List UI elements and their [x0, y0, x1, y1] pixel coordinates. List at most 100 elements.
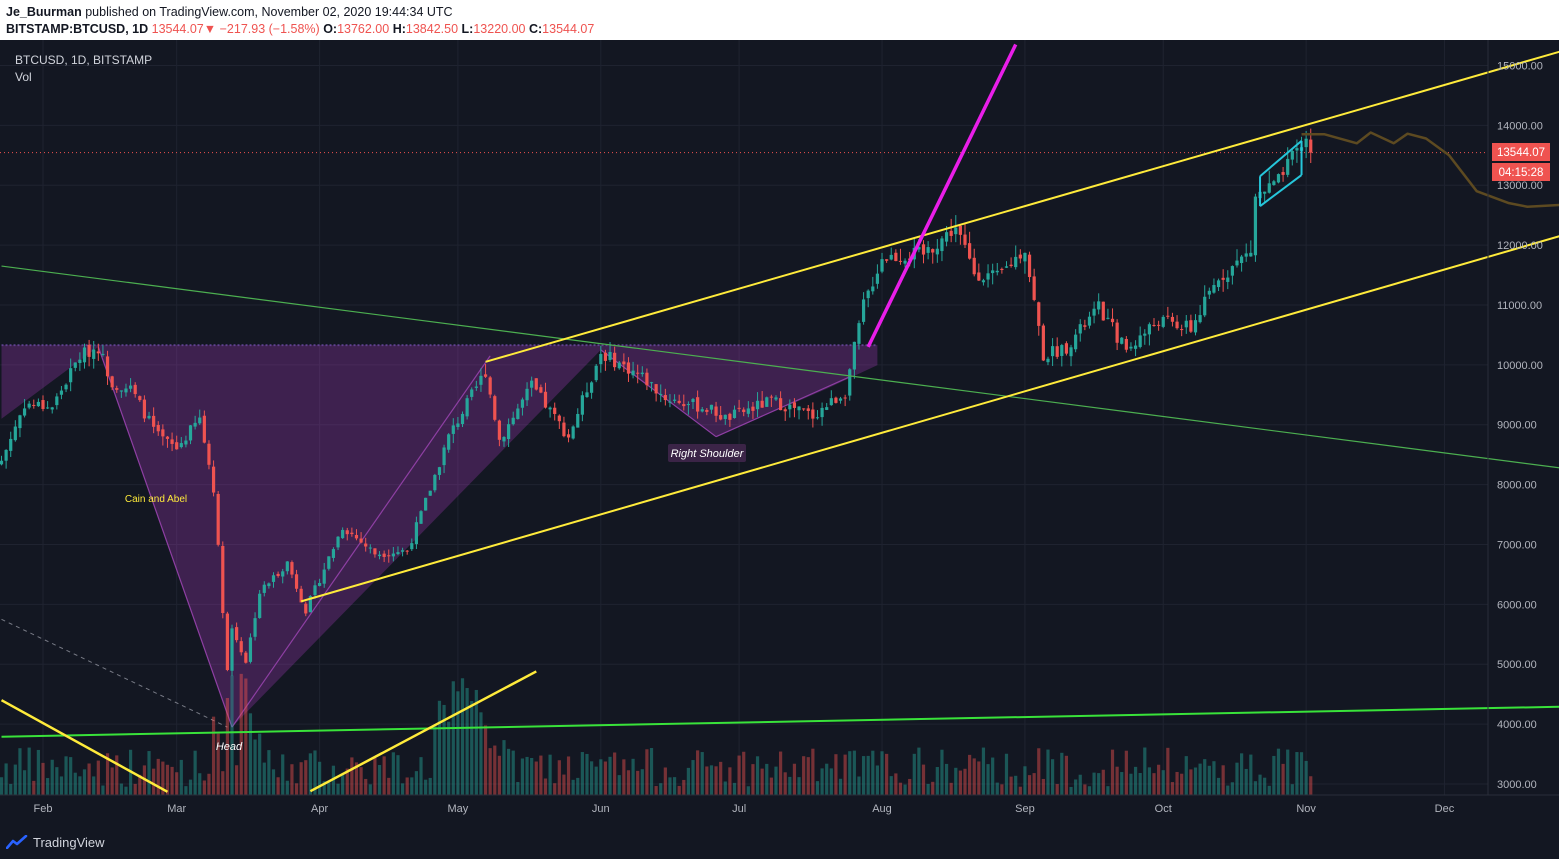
volume-bar — [1055, 784, 1059, 795]
volume-bar — [631, 758, 635, 795]
candle-body — [926, 247, 930, 253]
candle-body — [636, 372, 640, 374]
volume-bar — [834, 754, 838, 795]
volume-bar — [968, 754, 972, 795]
candle-body — [617, 362, 621, 369]
volume-bar — [728, 767, 732, 795]
volume-bar — [193, 750, 197, 795]
candle-body — [253, 618, 257, 637]
candle-body — [507, 424, 511, 440]
volume-bar — [0, 777, 4, 795]
volume-bar — [1272, 755, 1276, 795]
time-axis[interactable]: Feb Mar Apr May Jun Jul Aug Sep Oct Nov Dec — [34, 803, 1455, 815]
price-tick-label: 9000.00 — [1497, 420, 1537, 432]
volume-bar — [797, 777, 801, 795]
candle-body — [1147, 324, 1151, 335]
volume-bar — [1157, 764, 1161, 795]
candle-body — [447, 434, 451, 450]
candle-body — [1304, 138, 1308, 148]
candle-body — [258, 593, 262, 618]
tradingview-logo[interactable]: TradingView — [6, 833, 105, 851]
volume-bar — [557, 760, 561, 795]
right-shoulder-label: Right Shoulder — [668, 444, 746, 462]
volume-bar — [696, 750, 700, 795]
candle-body — [488, 377, 492, 395]
volume-bar — [825, 763, 829, 795]
volume-bar — [935, 767, 939, 795]
candle-body — [368, 547, 372, 549]
time-tick-label: Nov — [1296, 803, 1316, 815]
volume-bar — [253, 739, 257, 795]
volume-bar — [566, 756, 571, 795]
candle-body — [451, 425, 455, 434]
time-tick-label: Apr — [311, 803, 328, 815]
candle-body — [188, 425, 193, 441]
yellow-line-right — [309, 670, 537, 793]
volume-bar — [539, 755, 543, 795]
volume-bar — [654, 786, 658, 795]
volume-bar — [1097, 773, 1101, 795]
volume-bar — [769, 777, 773, 795]
time-tick-label: Oct — [1155, 803, 1172, 815]
volume-bar — [405, 777, 409, 795]
volume-bar — [188, 779, 193, 795]
volume-bar — [1092, 772, 1096, 795]
candle-body — [880, 259, 884, 272]
volume-bar — [46, 778, 50, 795]
ohlc-line: BITSTAMP:BTCUSD, 1D 13544.07▼ −217.93 (−… — [6, 22, 594, 36]
candle-body — [654, 384, 658, 394]
candle-body — [46, 407, 50, 409]
volume-bar — [594, 766, 598, 795]
candle-body — [152, 415, 156, 427]
candle-body — [585, 392, 589, 398]
volume-bar — [672, 777, 677, 795]
volume-bar — [709, 765, 714, 795]
candle-body — [1069, 347, 1073, 357]
volume-bar — [1281, 763, 1285, 795]
candle-body — [271, 575, 276, 582]
volume-bar — [1037, 748, 1041, 795]
candle-body — [1050, 346, 1055, 357]
countdown-tag-bg — [1492, 163, 1550, 181]
volume-bar — [1166, 747, 1170, 795]
candle-body — [1221, 277, 1225, 280]
price-axis[interactable]: 3000.00 4000.00 5000.00 6000.00 7000.00 8000.… — [1497, 60, 1543, 791]
candle-body — [728, 413, 732, 420]
candle-body — [64, 384, 68, 390]
volume-bar — [871, 750, 875, 795]
candle-body — [170, 439, 174, 444]
volume-bar — [1087, 786, 1092, 795]
price-tick-label: 15000.00 — [1497, 60, 1543, 72]
cain-abel-label: Cain and Abel — [125, 494, 187, 505]
candle-body — [875, 273, 880, 284]
candle-body — [437, 467, 442, 475]
candle-body — [788, 404, 792, 410]
volume-bar — [543, 778, 548, 795]
volume-bar — [276, 777, 280, 795]
volume-bar — [152, 768, 156, 795]
channel-upper-line — [485, 50, 1559, 363]
candle-body — [696, 397, 700, 412]
volume-bar — [760, 768, 764, 795]
volume-bar — [815, 781, 820, 795]
candle-body — [96, 351, 100, 354]
price-chart[interactable]: 3000.00 4000.00 5000.00 6000.00 7000.00 8000.… — [0, 40, 1559, 825]
volume-bar — [613, 752, 617, 795]
pattern-edge — [715, 376, 850, 438]
volume-bar — [921, 764, 926, 795]
candle-body — [802, 408, 806, 410]
volume-bar — [115, 755, 119, 795]
candle-body — [963, 234, 967, 245]
candle-body — [944, 232, 949, 242]
volume-bar — [1138, 772, 1142, 795]
volume-bar — [55, 767, 59, 795]
volume-bar — [889, 776, 893, 795]
candle-body — [852, 341, 856, 370]
publisher-name[interactable]: Je_Buurman — [6, 5, 82, 19]
candle-body — [746, 408, 750, 414]
volume-bar — [779, 751, 783, 795]
candle-body — [1267, 183, 1271, 193]
last-price-tag-value: 13544.07 — [1497, 147, 1545, 159]
candle-body — [553, 407, 557, 414]
volume-bar — [746, 786, 750, 795]
